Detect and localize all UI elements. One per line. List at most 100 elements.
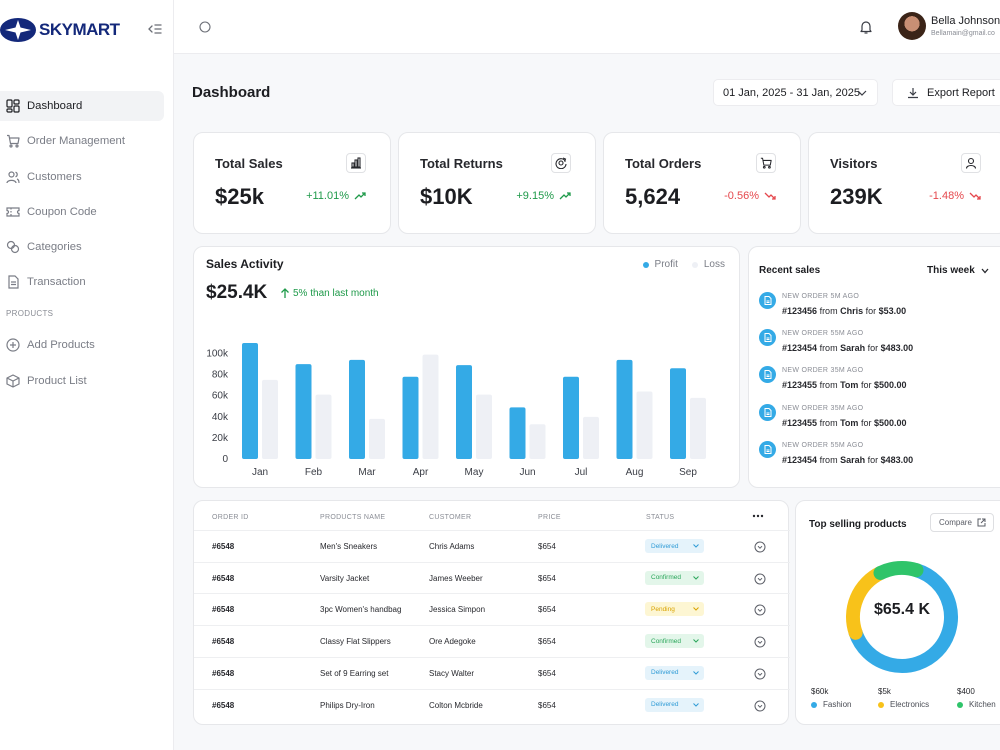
export-report-button[interactable]: Export Report: [892, 79, 1000, 106]
logo-star-icon: [0, 18, 36, 42]
table-row[interactable]: #6548 3pc Women's handbag Jessica Simpon $6…: [194, 593, 790, 625]
recent-sale-item[interactable]: NEW ORDER 35M AGO #123455 from Tom for $5…: [759, 366, 999, 396]
price-cell: $654: [538, 573, 556, 583]
bar-loss-mar[interactable]: [369, 418, 385, 459]
recent-sale-details: #123454 from Sarah for $483.00: [782, 343, 913, 353]
avatar[interactable]: [898, 12, 926, 40]
top-bar: Bella Johnson Bellamain@gmail.co: [174, 0, 1000, 54]
sidebar-item-product-list[interactable]: Product List: [0, 366, 164, 396]
table-row[interactable]: #6548 Philips Dry-Iron Colton Mcbride $654 D…: [194, 688, 790, 721]
legend-electronics: $5k Electronics: [878, 687, 929, 709]
compare-button[interactable]: Compare: [930, 513, 994, 532]
recent-sale-item[interactable]: NEW ORDER 35M AGO #123455 from Tom for $5…: [759, 403, 999, 434]
bar-chart-icon: [346, 153, 366, 173]
bar-loss-apr[interactable]: [422, 354, 439, 459]
order-document-icon: [759, 329, 776, 347]
status-badge[interactable]: Delivered: [645, 665, 704, 680]
bar-loss-feb[interactable]: [315, 394, 332, 459]
order-amount: $483.00: [880, 454, 914, 465]
price-cell: $654: [538, 605, 556, 615]
row-expand-icon[interactable]: [754, 604, 766, 616]
row-expand-icon[interactable]: [754, 636, 766, 648]
status-badge[interactable]: Delivered: [645, 697, 704, 712]
logo[interactable]: SKYMART: [0, 16, 120, 44]
stat-delta: -0.56%: [724, 190, 776, 202]
chevron-down-icon: [693, 544, 699, 548]
sidebar-item-categories[interactable]: Categories: [0, 232, 164, 262]
sidebar-item-add-products[interactable]: Add Products: [0, 330, 164, 360]
trend-down-icon: [969, 192, 981, 200]
collapse-sidebar-icon[interactable]: [147, 21, 163, 37]
legend-loss-dot: [691, 261, 698, 268]
customer-name: Sarah: [840, 454, 866, 465]
sidebar-item-label: Coupon Code: [27, 205, 97, 218]
legend-value: $60k: [811, 687, 829, 696]
sidebar-item-transaction[interactable]: Transaction: [0, 267, 164, 297]
price-cell: $654: [538, 668, 556, 678]
table-row[interactable]: #6548 Classy Flat Slippers Ore Adegoke $654…: [194, 625, 790, 657]
row-expand-icon[interactable]: [754, 668, 766, 680]
bar-loss-aug[interactable]: [636, 391, 653, 459]
sales-activity-card: Sales Activity Profit Loss $25.4K 5% tha…: [193, 246, 740, 488]
status-badge[interactable]: Delivered: [645, 539, 704, 553]
bar-profit-may[interactable]: [456, 365, 472, 459]
sidebar-item-dashboard[interactable]: Dashboard: [0, 91, 164, 121]
bar-loss-may[interactable]: [476, 394, 492, 459]
bar-profit-jan[interactable]: [242, 343, 258, 459]
customer-cell: Ore Adegoke: [429, 637, 476, 647]
sidebar-item-coupon-code[interactable]: Coupon Code: [0, 197, 164, 227]
donut-segment-fashion[interactable]: [848, 563, 958, 673]
status-badge[interactable]: Confirmed: [645, 634, 704, 649]
return-icon: [551, 153, 571, 173]
row-expand-icon[interactable]: [754, 700, 766, 712]
donut-segment-electronics[interactable]: [846, 565, 888, 640]
chevron-down-icon: [693, 670, 699, 675]
table-row[interactable]: #6548 Varsity Jacket James Weeber $654 Confi…: [194, 561, 790, 594]
table-row[interactable]: #6548 Set of 9 Earring set Stacy Walter $65…: [194, 656, 790, 689]
sidebar-item-order-management[interactable]: Order Management: [0, 126, 164, 156]
bar-profit-mar[interactable]: [349, 359, 365, 459]
recent-sale-item[interactable]: NEW ORDER 55M AGO #123454 from Sarah for …: [759, 440, 999, 471]
status-badge[interactable]: Pending: [645, 602, 704, 617]
status-badge[interactable]: Confirmed: [645, 570, 704, 585]
sidebar-item-customers[interactable]: Customers: [0, 162, 164, 192]
more-options-icon[interactable]: [752, 513, 764, 519]
date-range-label: 01 Jan, 2025 - 31 Jan, 2025: [723, 86, 860, 99]
legend-value: $400: [957, 687, 975, 696]
sales-total: $25.4K: [206, 282, 268, 303]
bar-profit-jun[interactable]: [509, 407, 526, 459]
order-number: #123454: [782, 343, 818, 354]
theme-toggle-icon[interactable]: [198, 20, 212, 34]
sidebar-item-label: Order Management: [27, 135, 125, 148]
bar-profit-jul[interactable]: [563, 376, 579, 459]
row-expand-icon[interactable]: [754, 541, 766, 553]
order-document-icon: [759, 292, 776, 309]
compare-label: Compare: [939, 518, 972, 527]
order-id-cell: #6548: [212, 542, 235, 551]
donut-segment-kitchen[interactable]: [873, 561, 924, 580]
notification-bell-icon[interactable]: [858, 19, 874, 35]
for-text: for: [860, 417, 872, 428]
bar-profit-feb[interactable]: [295, 364, 312, 459]
bar-loss-jun[interactable]: [529, 424, 546, 459]
bar-loss-jan[interactable]: [262, 379, 278, 459]
bar-profit-sep[interactable]: [670, 368, 686, 459]
bar-loss-jul[interactable]: [583, 416, 599, 459]
bar-profit-aug[interactable]: [616, 359, 633, 459]
recent-sale-item[interactable]: NEW ORDER 55M AGO #123454 from Sarah for …: [759, 329, 999, 359]
bar-loss-sep[interactable]: [690, 397, 706, 459]
order-amount: $500.00: [873, 417, 907, 428]
sidebar-item-label: Product List: [27, 374, 87, 387]
legend-kitchen: $400 Kitchen: [957, 687, 996, 709]
x-tick-label: Apr: [413, 467, 429, 478]
date-range-picker[interactable]: 01 Jan, 2025 - 31 Jan, 2025: [713, 79, 878, 106]
top-selling-donut-chart: [846, 561, 958, 673]
y-tick-label: 100k: [206, 349, 229, 360]
customer-name: Sarah: [840, 343, 866, 354]
recent-sales-filter[interactable]: This week: [927, 265, 989, 276]
row-expand-icon[interactable]: [754, 573, 766, 585]
order-amount: $483.00: [880, 343, 914, 354]
recent-sale-item[interactable]: NEW ORDER 5M AGO #123456 from Chris for $…: [759, 292, 999, 322]
bar-profit-apr[interactable]: [402, 376, 419, 459]
table-row[interactable]: #6548 Men's Sneakers Chris Adams $654 Delive…: [194, 530, 790, 562]
